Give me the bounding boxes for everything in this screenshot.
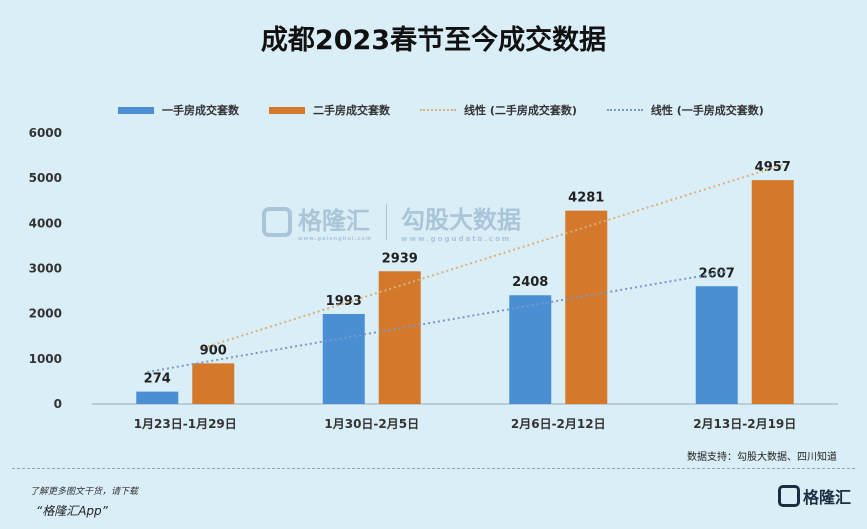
x-tick-label: 2月6日-2月12日 (511, 417, 606, 431)
y-tick-label: 2000 (29, 307, 62, 321)
trendline-second-hand (202, 163, 784, 349)
footer-divider (12, 468, 855, 469)
bar-first-hand (322, 313, 365, 404)
legend-swatch-second-hand (269, 106, 305, 114)
y-tick-label: 6000 (29, 126, 62, 140)
legend-item-trend-second: 线性 (二手房成交套数) (420, 102, 577, 118)
x-tick-label: 1月23日-1月29日 (134, 417, 237, 431)
legend-label-trend-second: 线性 (二手房成交套数) (464, 104, 577, 117)
chart-title: 成都2023春节至今成交数据 (260, 25, 607, 56)
watermark-partner: 勾股大数据 (401, 206, 522, 234)
legend-item-trend-first: 线性 (一手房成交套数) (606, 102, 764, 118)
data-label: 2939 (382, 251, 418, 266)
data-label: 4957 (755, 160, 791, 175)
bar-first-hand (136, 391, 179, 404)
y-tick-label: 4000 (29, 216, 62, 230)
data-label: 1993 (326, 294, 362, 309)
bar-first-hand (509, 295, 552, 404)
trendline-first-hand (147, 270, 727, 373)
watermark: 格隆汇 www.gelonghui.com 勾股大数据 www.gogudata… (262, 200, 521, 243)
data-label: 274 (144, 372, 171, 387)
watermark-brand: 格隆汇 (298, 207, 370, 235)
watermark-brand-sub: www.gelonghui.com (298, 236, 373, 242)
y-tick-label: 5000 (29, 171, 62, 185)
data-label: 2408 (512, 275, 548, 290)
legend-label-first-hand: 一手房成交套数 (162, 104, 239, 117)
footer-logo[interactable]: 格隆汇 (777, 484, 851, 508)
legend-line-trend-first (606, 109, 643, 111)
y-tick-label: 3000 (29, 262, 62, 276)
data-source: 数据支持：勾股大数据、四川知道 (687, 452, 837, 463)
watermark-partner-sub: www.gogudata.com (401, 235, 512, 243)
bar-second-hand (565, 210, 608, 404)
bar-first-hand (695, 286, 738, 404)
legend-item-second-hand: 二手房成交套数 (269, 102, 390, 118)
legend-label-trend-first: 线性 (一手房成交套数) (650, 104, 764, 117)
data-label: 2607 (699, 266, 735, 281)
bar-second-hand (751, 180, 794, 404)
footer-note: 了解更多图文干货，请下载 (30, 487, 139, 497)
watermark-logo-icon (262, 206, 292, 237)
bar-second-hand (378, 271, 421, 404)
footer-logo-icon (777, 485, 800, 507)
x-tick-label: 1月30日-2月5日 (324, 417, 419, 431)
y-tick-label: 1000 (29, 352, 62, 366)
x-tick-label: 2月13日-2月19日 (693, 417, 796, 431)
data-label: 900 (200, 343, 227, 358)
chart-legend: 一手房成交套数 二手房成交套数 线性 (二手房成交套数) 线性 (一手房成交套数… (118, 102, 794, 118)
y-tick-label: 0 (54, 397, 62, 411)
legend-line-trend-second (420, 109, 456, 111)
data-label: 4281 (568, 191, 604, 206)
footer-logo-text: 格隆汇 (802, 488, 851, 507)
footer-app-name: “格隆汇App” (36, 504, 108, 518)
legend-swatch-first-hand (118, 106, 154, 114)
bar-second-hand (192, 363, 235, 404)
legend-item-first-hand: 一手房成交套数 (118, 102, 239, 118)
legend-label-second-hand: 二手房成交套数 (313, 104, 390, 117)
watermark-divider (386, 203, 388, 240)
